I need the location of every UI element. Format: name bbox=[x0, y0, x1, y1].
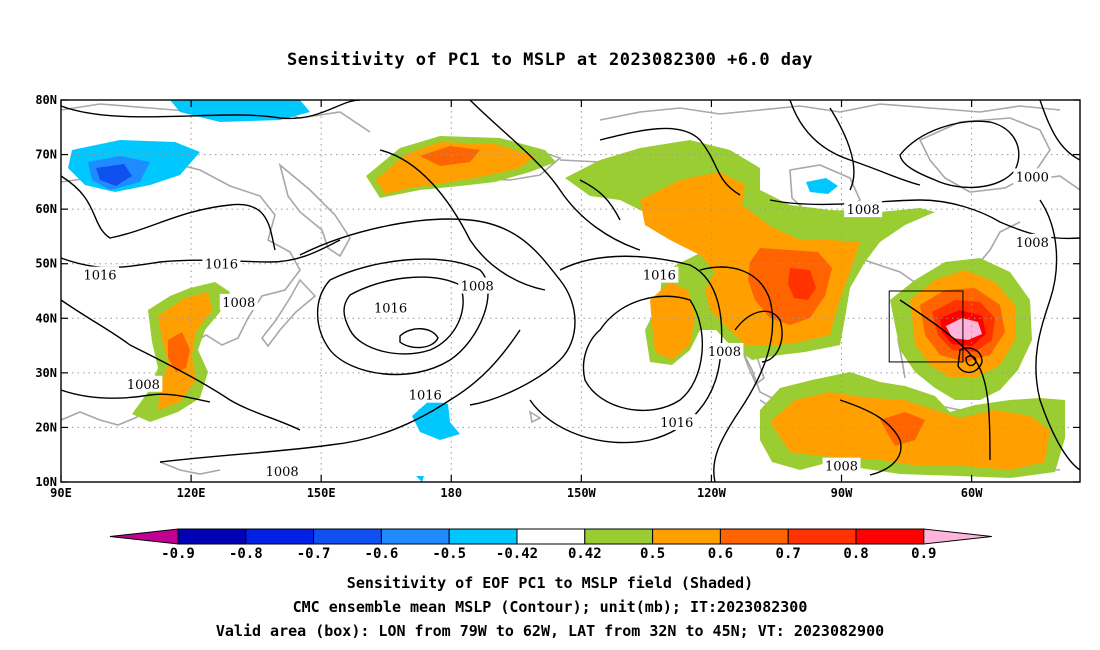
contour-label-bg bbox=[263, 463, 302, 480]
x-tick-label: 180 bbox=[440, 486, 462, 500]
x-tick-label: 90E bbox=[50, 486, 72, 500]
colorbar-end-right bbox=[923, 528, 992, 545]
colorbar-segment bbox=[787, 528, 857, 545]
contour-label-bg bbox=[406, 386, 445, 403]
pos-shade-atlantic-pink bbox=[946, 318, 982, 340]
contour-label: 1016 bbox=[643, 269, 676, 284]
contour-label-bg bbox=[124, 375, 163, 392]
caption-line-1: Sensitivity of EOF PC1 to MSLP field (Sh… bbox=[346, 574, 754, 592]
pos-shade-eastasia-core bbox=[168, 332, 190, 372]
contour-label: 1008 bbox=[1016, 236, 1049, 251]
y-tick-label: 20N bbox=[35, 420, 57, 434]
contour-label: 1000 bbox=[1016, 170, 1049, 185]
colorbar-segment bbox=[177, 528, 247, 545]
contour-label: 1008 bbox=[461, 280, 494, 295]
pos-shade-namerica-core bbox=[788, 268, 816, 300]
contour-label: 1016 bbox=[83, 269, 116, 284]
axes: 90E 120E 150E 180 150W 120W 90W 60W 10N 20N 30N 40N… bbox=[35, 93, 1080, 500]
contour-label-bg bbox=[640, 266, 679, 283]
colorbar-segment bbox=[245, 528, 315, 545]
x-tick-label: 120E bbox=[177, 486, 206, 500]
colorbar-label: -0.7 bbox=[297, 546, 331, 562]
pos-shade-bering-core bbox=[420, 146, 480, 166]
colorbar-label: 0.8 bbox=[843, 546, 868, 562]
neg-shade-hudson bbox=[806, 178, 838, 194]
contour-label: 1008 bbox=[266, 465, 299, 480]
colorbar-segment bbox=[313, 528, 382, 545]
contour-label-bg bbox=[219, 293, 258, 310]
colorbar-label: -0.6 bbox=[365, 546, 399, 562]
contour-label-bg bbox=[371, 299, 410, 316]
colorbar-segment bbox=[719, 528, 789, 545]
colorbar-label: 0.6 bbox=[708, 546, 733, 562]
contour-label: 1016 bbox=[409, 389, 442, 404]
valid-area-box bbox=[888, 290, 964, 363]
x-tick-label: 120W bbox=[697, 486, 727, 500]
contour-label-bg bbox=[81, 266, 120, 283]
pos-shade-pacific-coast bbox=[650, 282, 695, 360]
colorbar-label: 0.9 bbox=[911, 546, 936, 562]
colorbar-label: 0.7 bbox=[776, 546, 801, 562]
colorbar-segment bbox=[652, 528, 721, 545]
colorbar-segment bbox=[380, 528, 450, 545]
neg-shade-pacific-small bbox=[416, 476, 424, 482]
colorbar-label: -0.42 bbox=[496, 546, 538, 562]
y-tick-label: 50N bbox=[35, 257, 57, 271]
caption-line-3: Valid area (box): LON from 79W to 62W, L… bbox=[215, 622, 885, 640]
y-tick-label: 80N bbox=[35, 93, 57, 107]
contour-label: 1016 bbox=[660, 416, 693, 431]
pos-shade-caribbean-red bbox=[880, 412, 925, 446]
contour-label-bg bbox=[822, 457, 861, 474]
neg-shade-arctic bbox=[170, 100, 310, 122]
colorbar-label: 0.42 bbox=[568, 546, 602, 562]
colorbar-label: -0.9 bbox=[161, 546, 195, 562]
pos-shade-bering-orange bbox=[376, 142, 535, 194]
colorbar-end-left bbox=[109, 528, 179, 545]
mslp-contours bbox=[61, 100, 1080, 482]
contour-label: 1016 bbox=[374, 301, 407, 316]
contour-label-bg bbox=[202, 255, 241, 272]
colorbar: -0.9 -0.8 -0.7 -0.6 -0.5 -0.42 0.42 0.5 0.6 0.7 0.… bbox=[109, 528, 992, 562]
contour-label: 1008 bbox=[222, 296, 255, 311]
map-frame bbox=[60, 99, 1081, 483]
colorbar-segment bbox=[448, 528, 518, 545]
contour-label-bg bbox=[458, 277, 497, 294]
colorbar-label: -0.8 bbox=[229, 546, 263, 562]
x-tick-label: 90W bbox=[831, 486, 853, 500]
colorbar-segment bbox=[584, 528, 654, 545]
y-tick-label: 40N bbox=[35, 311, 57, 325]
contour-label-bg bbox=[1013, 168, 1052, 185]
caption-line-2: CMC ensemble mean MSLP (Contour); unit(m… bbox=[292, 598, 808, 616]
colorbar-segment bbox=[855, 528, 925, 545]
contour-label: 1008 bbox=[708, 345, 741, 360]
chart-title: Sensitivity of PC1 to MSLP at 2023082300… bbox=[286, 50, 813, 70]
colorbar-label: -0.5 bbox=[432, 546, 466, 562]
y-tick-label: 10N bbox=[35, 475, 57, 489]
neg-shade-siberia-inner bbox=[96, 164, 132, 186]
contour-label: 1016 bbox=[205, 258, 238, 273]
y-tick-label: 70N bbox=[35, 148, 57, 162]
contour-label-bg bbox=[657, 413, 696, 430]
contour-labels: 1000 1008 1008 1016 1016 1008 1016 1008 1016 1008… bbox=[81, 168, 1052, 480]
x-tick-label: 150W bbox=[567, 486, 597, 500]
y-tick-label: 30N bbox=[35, 366, 57, 380]
neg-shade-pacific bbox=[412, 400, 460, 440]
colorbar-segment bbox=[516, 528, 586, 545]
contour-label: 1008 bbox=[825, 460, 858, 475]
colorbar-label: 0.5 bbox=[640, 546, 665, 562]
contour-label: 1008 bbox=[847, 203, 880, 218]
contour-label-bg bbox=[844, 201, 883, 218]
contour-label-bg bbox=[1013, 233, 1052, 250]
contour-label-bg bbox=[705, 343, 744, 360]
x-tick-label: 60W bbox=[961, 486, 983, 500]
x-tick-label: 150E bbox=[307, 486, 336, 500]
contour-label: 1008 bbox=[127, 378, 160, 393]
y-tick-label: 60N bbox=[35, 202, 57, 216]
